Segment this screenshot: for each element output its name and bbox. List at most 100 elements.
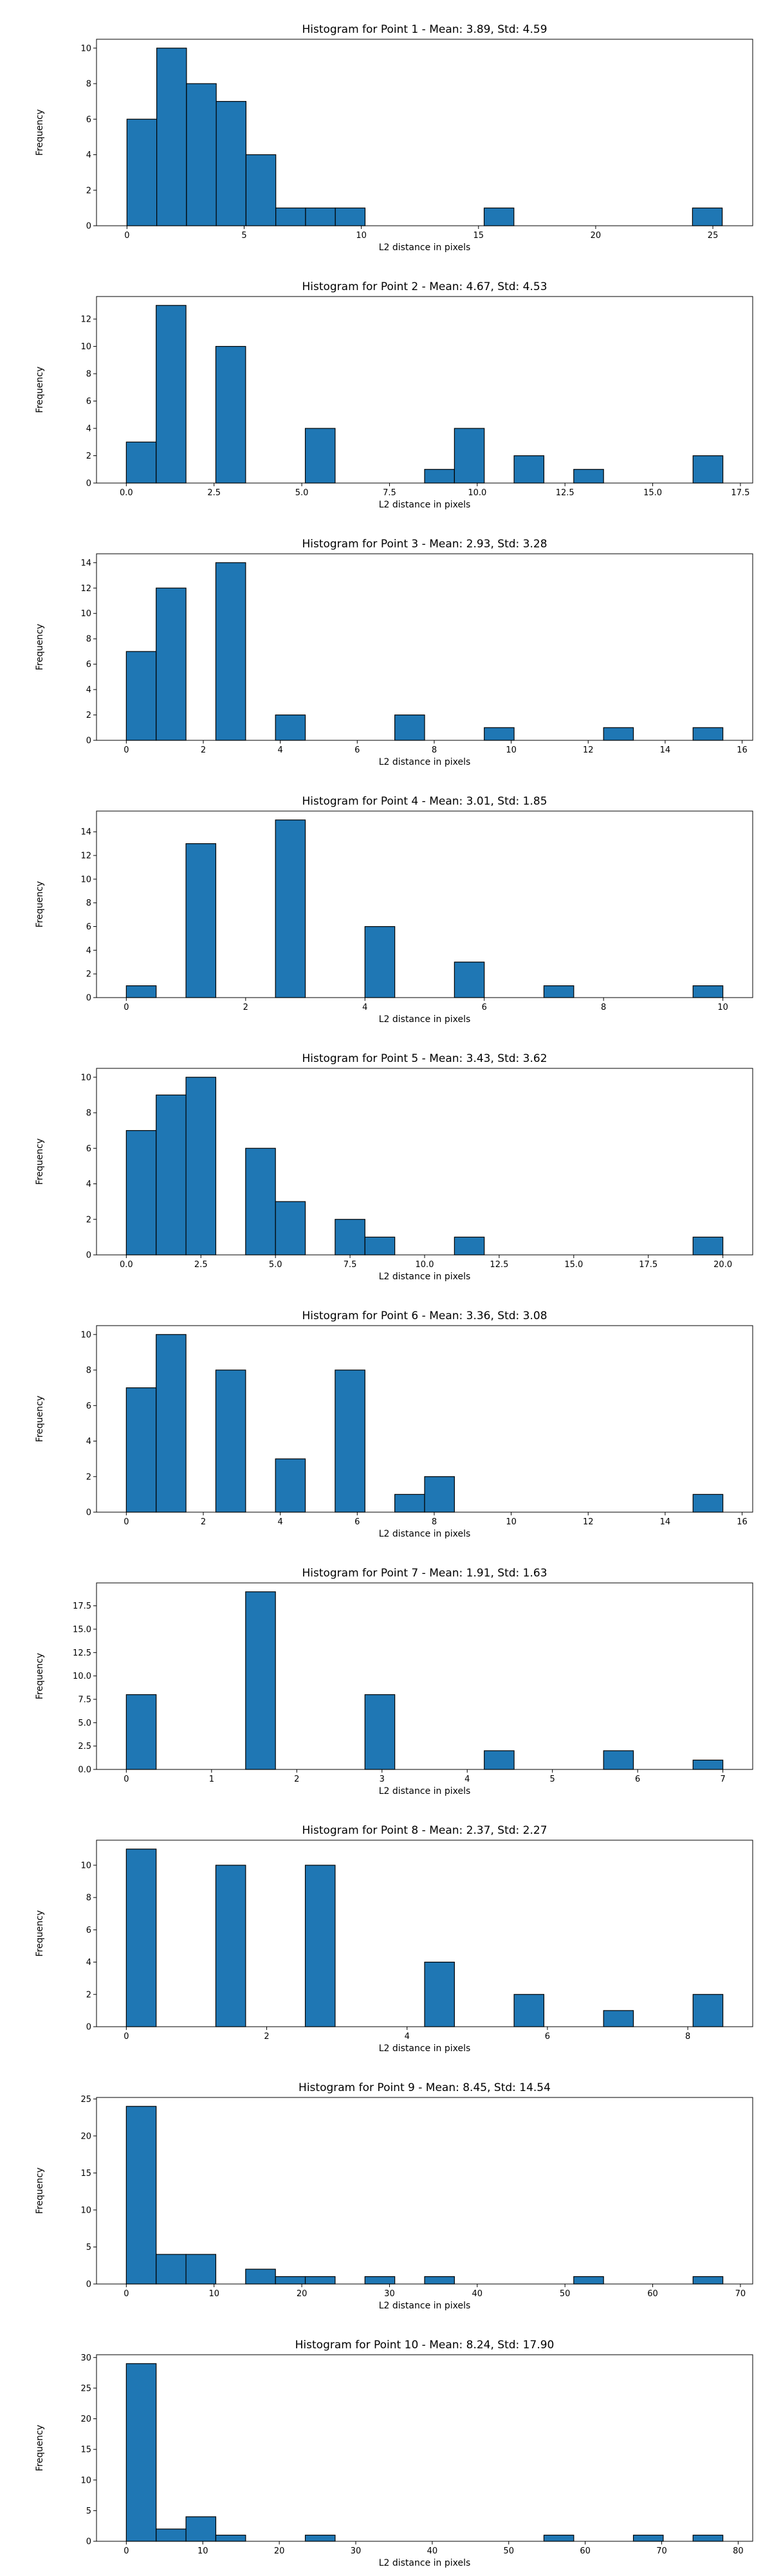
x-tick-label: 12.5 — [556, 488, 574, 498]
x-tick-label: 2 — [201, 745, 206, 755]
y-axis-label: Frequency — [35, 2168, 45, 2214]
y-tick-label: 8 — [86, 899, 91, 908]
y-tick-label: 10 — [80, 609, 91, 619]
histogram-bar — [692, 455, 724, 484]
histogram-bar — [125, 441, 157, 484]
histogram-bar — [513, 455, 545, 484]
x-tick-label: 0.0 — [120, 488, 133, 498]
histogram-bar — [156, 305, 187, 484]
x-tick-label: 6 — [482, 1003, 487, 1012]
histogram-bar — [275, 2276, 306, 2285]
y-tick-label: 2 — [86, 711, 91, 720]
x-tick-label: 10.0 — [468, 488, 486, 498]
y-tick-label: 4 — [86, 425, 91, 434]
histogram-bar — [125, 985, 157, 998]
x-tick-label: 2.5 — [194, 1260, 208, 1270]
histogram-bar — [156, 48, 187, 226]
x-tick-label: 70 — [735, 2289, 746, 2299]
histogram-bar — [364, 1694, 396, 1770]
x-tick-label: 1 — [209, 1775, 214, 1784]
x-tick-label: 4 — [278, 745, 283, 755]
axes-frame — [96, 296, 753, 484]
y-tick-label: 6 — [86, 1926, 91, 1935]
x-tick-label: 2 — [243, 1003, 248, 1012]
x-tick-label: 5.0 — [269, 1260, 282, 1270]
histogram-4: Histogram for Point 4 - Mean: 3.01, Std:… — [35, 795, 753, 1025]
y-axis-label: Frequency — [35, 109, 45, 156]
histogram-bar — [603, 2010, 634, 2027]
x-axis-label: L2 distance in pixels — [379, 2558, 471, 2568]
axes-frame — [96, 2097, 753, 2285]
y-axis-label: Frequency — [35, 1653, 45, 1699]
y-tick-label: 12 — [80, 852, 91, 861]
x-tick-label: 80 — [733, 2546, 744, 2556]
histogram-bar — [185, 2254, 217, 2285]
x-axis-label: L2 distance in pixels — [379, 500, 471, 510]
histogram-bar — [573, 2276, 604, 2285]
x-tick-label: 4 — [405, 2032, 410, 2042]
x-tick-label: 2 — [201, 1517, 206, 1527]
x-tick-label: 50 — [503, 2546, 514, 2556]
histogram-bar — [394, 1494, 425, 1513]
x-tick-label: 10 — [208, 2289, 219, 2299]
x-tick-label: 25 — [708, 231, 719, 241]
x-tick-label: 17.5 — [731, 488, 749, 498]
x-tick-label: 0 — [124, 231, 129, 241]
histogram-bar — [484, 1750, 515, 1770]
y-tick-label: 10 — [80, 2206, 91, 2215]
y-tick-label: 10 — [80, 875, 91, 884]
x-tick-label: 5.0 — [295, 488, 309, 498]
x-tick-label: 2 — [264, 2032, 269, 2042]
histogram-bar — [215, 2534, 246, 2542]
histogram-bar — [125, 1130, 157, 1256]
histogram-bar — [364, 1236, 396, 1256]
histogram-bar — [394, 714, 425, 741]
x-axis-label: L2 distance in pixels — [379, 242, 471, 253]
y-axis-label: Frequency — [35, 881, 45, 927]
y-tick-label: 7.5 — [78, 1695, 91, 1704]
histogram-bar — [185, 1077, 217, 1256]
x-tick-label: 30 — [351, 2546, 362, 2556]
x-tick-label: 30 — [384, 2289, 395, 2299]
histogram-bar — [692, 1494, 724, 1513]
histogram-bar — [692, 2276, 724, 2285]
y-tick-label: 12.5 — [73, 1649, 91, 1658]
y-tick-label: 6 — [86, 115, 91, 125]
histogram-bar — [185, 2516, 217, 2542]
histogram-bar — [186, 83, 217, 226]
y-tick-label: 8 — [86, 1109, 91, 1119]
y-tick-label: 0 — [86, 479, 91, 489]
histogram-bar — [543, 985, 574, 998]
y-tick-label: 20 — [80, 2415, 91, 2424]
histogram-9: Histogram for Point 9 - Mean: 8.45, Std:… — [35, 2081, 753, 2311]
x-tick-label: 50 — [560, 2289, 571, 2299]
histogram-bar — [215, 1369, 246, 1513]
histogram-bar — [692, 1994, 724, 2027]
x-tick-label: 70 — [656, 2546, 667, 2556]
x-tick-label: 0 — [124, 1517, 129, 1527]
chart-title: Histogram for Point 6 - Mean: 3.36, Std:… — [302, 1310, 547, 1322]
x-tick-label: 0 — [124, 1775, 129, 1784]
y-tick-label: 0 — [86, 2280, 91, 2290]
y-tick-label: 20 — [80, 2132, 91, 2141]
y-tick-label: 2.5 — [78, 1742, 91, 1751]
x-tick-label: 16 — [737, 1517, 748, 1527]
histogram-bar — [335, 1369, 365, 1513]
histogram-bar — [304, 1865, 336, 2027]
y-tick-label: 10 — [80, 1861, 91, 1870]
histogram-bar — [692, 985, 724, 998]
y-tick-label: 0 — [86, 736, 91, 746]
x-tick-label: 20 — [297, 2289, 308, 2299]
histogram-10: Histogram for Point 10 - Mean: 8.24, Std… — [35, 2339, 753, 2568]
x-tick-label: 17.5 — [639, 1260, 657, 1270]
x-tick-label: 4 — [464, 1775, 470, 1784]
chart-title: Histogram for Point 1 - Mean: 3.89, Std:… — [302, 23, 547, 36]
histogram-bar — [216, 101, 247, 226]
y-tick-label: 2 — [86, 1990, 91, 2000]
histogram-bar — [364, 2276, 396, 2285]
y-tick-label: 14 — [80, 558, 91, 568]
histogram-bar — [245, 154, 277, 226]
y-tick-label: 10.0 — [73, 1672, 91, 1681]
histogram-bar — [692, 1236, 724, 1256]
